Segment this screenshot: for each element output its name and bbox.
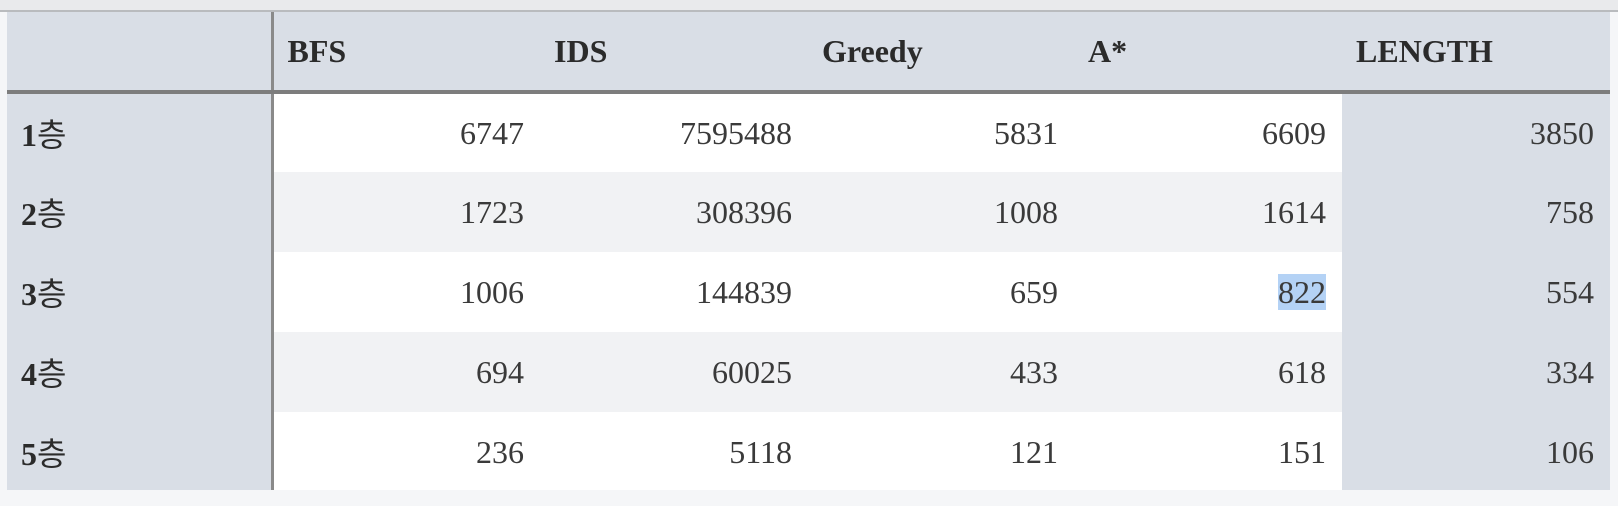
cell-length[interactable]: 554 [1342,252,1610,332]
row-suffix: 층 [37,276,67,312]
cell-length[interactable]: 3850 [1342,92,1610,172]
cell-greedy[interactable]: 1008 [808,172,1074,252]
column-header-length[interactable]: LENGTH [1342,12,1610,94]
cell-greedy[interactable]: 433 [808,332,1074,412]
row-header-cell[interactable]: 1층 [7,92,274,172]
cell-bfs[interactable]: 1006 [272,252,540,332]
cell-ids[interactable]: 308396 [540,172,808,252]
cell-bfs[interactable]: 6747 [272,92,540,172]
column-header-bfs[interactable]: BFS [272,12,540,94]
cell-length[interactable]: 106 [1342,412,1610,490]
cell-astar[interactable]: 1614 [1074,172,1342,252]
results-table-container: BFS IDS Greedy A* LENGTH 1층 6747 7595488… [7,12,1610,490]
row-header-cell[interactable]: 5층 [7,412,274,490]
cell-greedy[interactable]: 659 [808,252,1074,332]
cell-astar[interactable]: 6609 [1074,92,1342,172]
table-row: 4층 694 60025 433 618 334 [7,332,1610,412]
cell-greedy[interactable]: 121 [808,412,1074,490]
cell-bfs[interactable]: 236 [272,412,540,490]
cell-astar[interactable]: 618 [1074,332,1342,412]
table-row: 2층 1723 308396 1008 1614 758 [7,172,1610,252]
cell-length[interactable]: 758 [1342,172,1610,252]
row-number: 3 [21,276,37,312]
corner-header-cell[interactable] [7,12,274,94]
row-number: 1 [21,117,37,153]
cell-ids[interactable]: 7595488 [540,92,808,172]
cell-ids[interactable]: 144839 [540,252,808,332]
row-number: 2 [21,196,37,232]
cell-bfs[interactable]: 694 [272,332,540,412]
row-suffix: 층 [37,356,67,392]
row-header-cell[interactable]: 4층 [7,332,274,412]
cell-bfs[interactable]: 1723 [272,172,540,252]
header-row: BFS IDS Greedy A* LENGTH [7,12,1610,94]
column-header-greedy[interactable]: Greedy [808,12,1074,94]
cell-ids[interactable]: 60025 [540,332,808,412]
table-row: 3층 1006 144839 659 822 554 [7,252,1610,332]
row-suffix: 층 [37,436,67,472]
cell-astar-selected[interactable]: 822 [1074,252,1342,332]
row-header-cell[interactable]: 3층 [7,252,274,332]
results-table: BFS IDS Greedy A* LENGTH 1층 6747 7595488… [7,12,1610,490]
row-suffix: 층 [37,196,67,232]
cell-astar[interactable]: 151 [1074,412,1342,490]
selected-text-highlight[interactable]: 822 [1278,273,1326,310]
cell-greedy[interactable]: 5831 [808,92,1074,172]
cell-ids[interactable]: 5118 [540,412,808,490]
column-header-astar[interactable]: A* [1074,12,1342,94]
column-header-ids[interactable]: IDS [540,12,808,94]
row-number: 5 [21,436,37,472]
table-row: 1층 6747 7595488 5831 6609 3850 [7,92,1610,172]
window-top-edge [0,0,1618,12]
row-number: 4 [21,356,37,392]
row-header-cell[interactable]: 2층 [7,172,274,252]
table-row: 5층 236 5118 121 151 106 [7,412,1610,490]
cell-length[interactable]: 334 [1342,332,1610,412]
row-suffix: 층 [37,117,67,153]
